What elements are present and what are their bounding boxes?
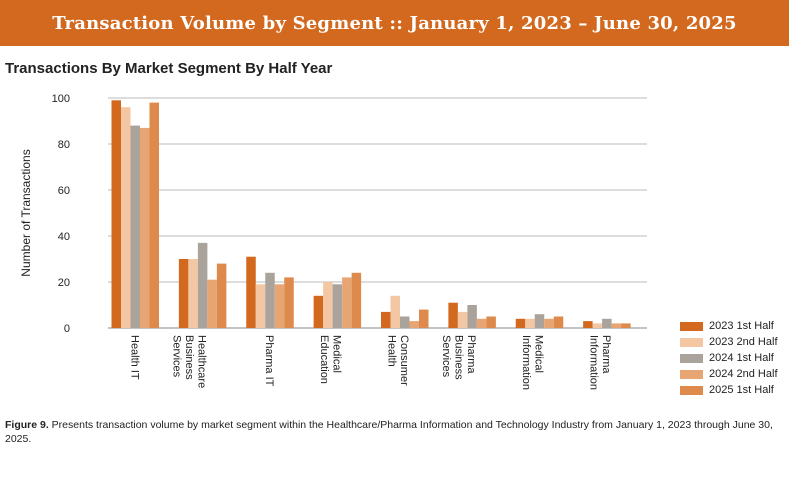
- bar: [313, 295, 324, 328]
- legend-swatch: [680, 321, 703, 331]
- bar: [111, 100, 121, 328]
- bar: [544, 318, 554, 328]
- bar: [457, 311, 468, 328]
- legend-label: 2023 2nd Half: [709, 336, 778, 348]
- bar: [621, 323, 631, 328]
- bar: [583, 321, 593, 328]
- x-tick-label: MedicalInformation: [520, 335, 545, 390]
- bar: [332, 284, 343, 328]
- bar: [130, 125, 140, 328]
- banner-title: Transaction Volume by Segment :: January…: [52, 12, 737, 34]
- x-tick-label: ConsumerHealth: [385, 335, 410, 386]
- bar: [467, 305, 477, 328]
- legend-label: 2023 1st Half: [709, 320, 774, 332]
- bar: [255, 284, 266, 328]
- x-tick-label: MedicalEducation: [318, 335, 343, 384]
- bar: [140, 127, 150, 329]
- bar: [178, 259, 189, 328]
- bar: [207, 279, 217, 328]
- header-banner: Transaction Volume by Segment :: January…: [0, 0, 789, 46]
- legend-swatch: [680, 385, 703, 395]
- bar: [515, 318, 526, 328]
- x-tick-label: PharmaBusinessServices: [440, 335, 477, 380]
- figure-caption: Figure 9. Presents transaction volume by…: [5, 418, 780, 446]
- bar: [419, 309, 429, 328]
- legend-label: 2025 1st Half: [709, 384, 774, 396]
- y-tick-label: 100: [52, 93, 70, 105]
- bar: [409, 321, 419, 328]
- bar: [342, 277, 352, 328]
- y-tick-label: 60: [58, 185, 70, 197]
- bar: [611, 323, 622, 328]
- x-tick-label: PharmaInformation: [587, 335, 612, 390]
- bar: [381, 311, 391, 328]
- legend-label: 2024 2nd Half: [709, 368, 778, 380]
- y-tick-label: 80: [58, 139, 70, 151]
- bar: [390, 295, 400, 328]
- legend-label: 2024 1st Half: [709, 352, 774, 364]
- bar: [525, 318, 535, 328]
- bar: [188, 259, 198, 328]
- bar: [246, 256, 256, 328]
- legend-swatch: [680, 353, 703, 363]
- bar: [400, 316, 410, 328]
- bar: [265, 272, 275, 328]
- bar-chart: 0 20 40 60 80 100 Number of Transactions Health…: [19, 93, 647, 390]
- chart-legend: 2023 1st Half 2023 2nd Half 2024 1st Half 2…: [680, 318, 778, 398]
- bar: [149, 102, 159, 328]
- legend-item: 2025 1st Half: [680, 382, 778, 398]
- y-axis-title: Number of Transactions: [19, 149, 33, 276]
- bar: [476, 318, 487, 328]
- bar: [351, 272, 362, 328]
- x-tick-label: Pharma IT: [263, 335, 275, 387]
- x-tick-label: HealthcareBusinessServices: [171, 335, 208, 388]
- bar: [216, 263, 227, 328]
- x-tick-label: Health IT: [128, 335, 140, 380]
- bar: [448, 302, 458, 328]
- legend-item: 2024 2nd Half: [680, 366, 778, 382]
- bar: [274, 284, 285, 328]
- legend-swatch: [680, 337, 703, 347]
- legend-item: 2023 2nd Half: [680, 334, 778, 350]
- caption-text: Presents transaction volume by market se…: [5, 419, 773, 445]
- bar: [323, 282, 333, 328]
- bar: [602, 318, 612, 328]
- y-tick-label: 40: [58, 231, 70, 243]
- bar: [197, 242, 208, 328]
- y-tick-label: 20: [58, 277, 70, 289]
- bar: [553, 316, 564, 328]
- chart-title: Transactions By Market Segment By Half Y…: [5, 60, 333, 77]
- caption-label: Figure 9.: [5, 419, 49, 431]
- bar: [534, 314, 545, 328]
- legend-swatch: [680, 369, 703, 379]
- bar: [486, 316, 496, 328]
- y-tick-label: 0: [64, 323, 70, 335]
- bar: [284, 277, 294, 328]
- bar: [121, 107, 131, 328]
- legend-item: 2024 1st Half: [680, 350, 778, 366]
- legend-item: 2023 1st Half: [680, 318, 778, 334]
- bar: [592, 323, 603, 328]
